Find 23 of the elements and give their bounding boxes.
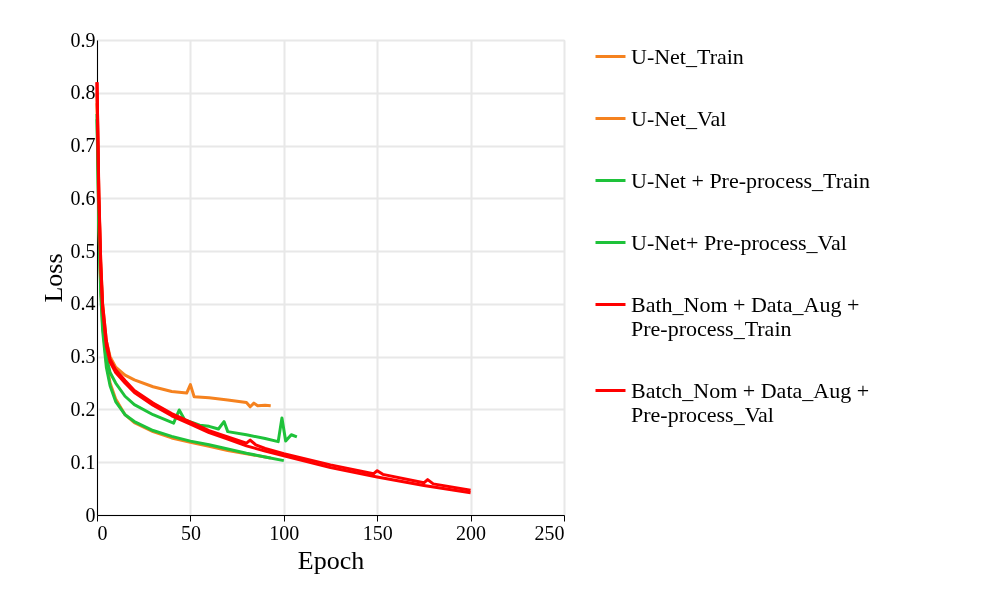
x-tick-label: 250 — [534, 521, 565, 544]
y-tick-label: 0.9 — [70, 28, 96, 51]
legend-label: U-Net_Train — [631, 43, 744, 69]
x-tick-label: 150 — [362, 521, 393, 544]
y-tick-label: 0.1 — [70, 450, 96, 473]
y-tick-label: 0.2 — [70, 397, 96, 420]
y-tick-label: 0.8 — [70, 81, 96, 104]
legend-label: Bath_Nom + Data_Aug + Pre-process_Train — [631, 291, 860, 341]
x-axis-title: Epoch — [297, 545, 365, 575]
y-tick-label: 0 — [85, 503, 96, 526]
legend-label: Batch_Nom + Data_Aug + Pre-process_Val — [631, 377, 870, 427]
y-tick-label: 0.4 — [70, 292, 96, 315]
x-tick-label: 100 — [269, 521, 300, 544]
y-tick-label: 0.5 — [70, 239, 96, 262]
legend-label: U-Net+ Pre-process_Val — [631, 229, 847, 255]
y-tick-label: 0.3 — [70, 345, 96, 368]
y-tick-label: 0.6 — [70, 186, 96, 209]
y-axis-title: Loss — [38, 253, 68, 303]
legend-label: U-Net + Pre-process_Train — [631, 167, 870, 193]
x-tick-label: 200 — [456, 521, 487, 544]
legend-label: U-Net_Val — [631, 105, 727, 131]
y-tick-label: 0.7 — [70, 134, 96, 157]
x-tick-label: 50 — [180, 521, 201, 544]
